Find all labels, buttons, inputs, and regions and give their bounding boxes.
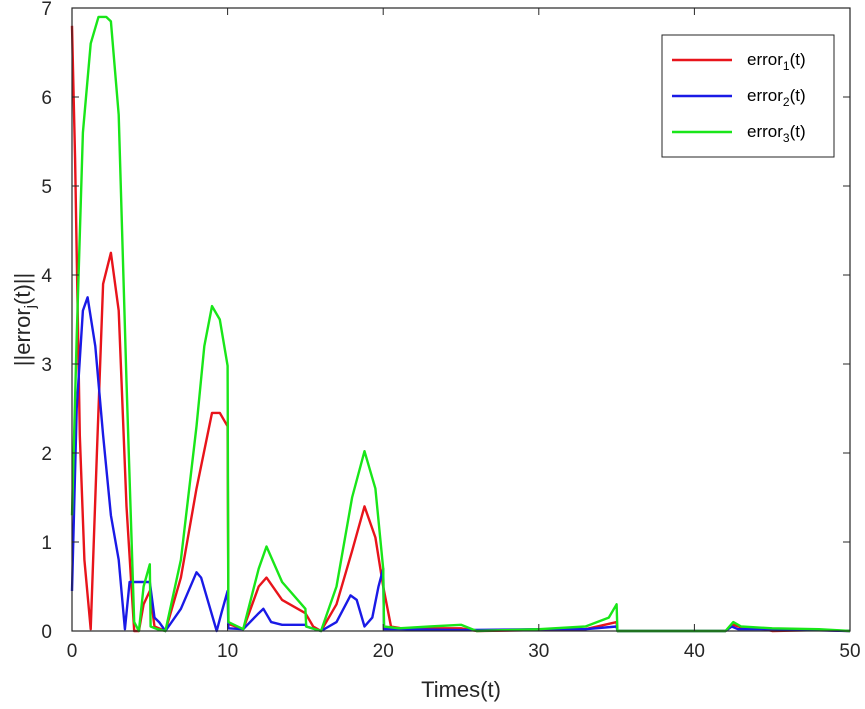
legend-label-2: error2(t)	[747, 86, 806, 109]
x-axis-ticks: 0 10 20 30 40 50	[67, 8, 861, 662]
y-tick-label: 6	[41, 88, 52, 109]
series-line-3	[70, 15, 851, 633]
y-axis-label-pre: ||error	[10, 308, 35, 366]
x-tick-label: 20	[373, 641, 394, 662]
legend-label-3: error3(t)	[747, 122, 806, 145]
y-tick-label: 7	[41, 0, 52, 20]
y-tick-label: 3	[41, 355, 52, 376]
x-tick-label: 0	[67, 641, 78, 662]
x-tick-label: 40	[684, 641, 705, 662]
y-tick-label: 0	[41, 622, 52, 643]
plot-frame	[71, 7, 851, 632]
legend: error1(t) error2(t) error3(t)	[661, 34, 835, 158]
x-axis-label: Times(t)	[421, 677, 501, 702]
y-axis-label: ||errorj(t)||	[10, 273, 39, 366]
y-tick-label: 1	[41, 533, 52, 554]
y-axis-label-subscript: j	[22, 305, 39, 309]
y-tick-label: 2	[41, 444, 52, 465]
x-tick-label: 50	[839, 641, 860, 662]
legend-label-1: error1(t)	[747, 50, 806, 73]
series-group	[70, 15, 851, 633]
x-tick-label: 10	[217, 641, 238, 662]
y-tick-label: 4	[41, 266, 52, 287]
series-line-2	[70, 296, 851, 633]
y-axis-label-post: (t)||	[10, 273, 35, 305]
y-axis-ticks: 0 1 2 3 4 5 6 7	[41, 0, 850, 643]
x-tick-label: 30	[528, 641, 549, 662]
y-tick-label: 5	[41, 177, 52, 198]
